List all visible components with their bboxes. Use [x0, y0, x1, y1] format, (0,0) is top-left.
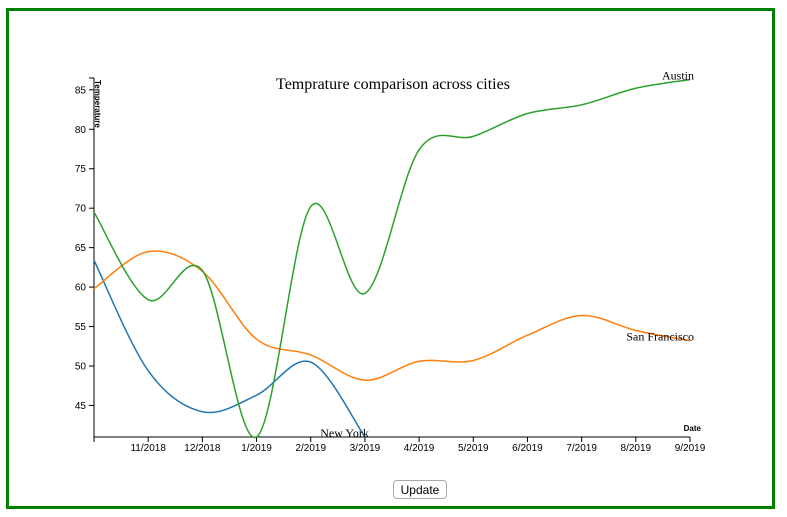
update-button[interactable]: Update	[393, 480, 447, 499]
y-axis-title: Temperature	[93, 80, 102, 128]
series-label-austin: Austin	[662, 69, 694, 83]
y-tick-label: 75	[75, 164, 87, 175]
y-tick-label: 65	[75, 243, 87, 254]
y-tick-label: 70	[75, 204, 87, 215]
series-label-san-francisco: San Francisco	[626, 330, 694, 344]
x-tick-label: 11/2018	[130, 443, 166, 454]
x-tick-label: 3/2019	[350, 443, 381, 454]
chart-title: Temprature comparison across cities	[276, 76, 510, 93]
x-tick-label: 5/2019	[458, 443, 489, 454]
chart-frame	[6, 8, 775, 509]
series-lines	[93, 78, 691, 438]
x-tick-label: 2/2019	[295, 443, 326, 454]
x-tick-label: 12/2018	[184, 443, 221, 454]
x-tick-label: 4/2019	[404, 443, 435, 454]
y-tick-label: 45	[75, 401, 87, 412]
y-tick-label: 85	[75, 85, 87, 96]
x-tick-label: 1/2019	[241, 443, 272, 454]
x-axis: 11/2018 12/2018 1/2019 2/2019 3/2019 4/2019 5/…	[93, 436, 706, 454]
x-tick-label: 6/2019	[512, 443, 543, 454]
y-axis: 45 50 55 60 65 70 75 80 85	[75, 77, 95, 437]
series-line-austin	[93, 78, 691, 438]
y-tick-label: 60	[75, 283, 87, 294]
x-tick-label: 7/2019	[566, 443, 597, 454]
x-tick-label: 9/2019	[675, 443, 706, 454]
x-axis-title: Date	[684, 424, 702, 433]
x-tick-label: 8/2019	[621, 443, 652, 454]
series-labels: New York San Francisco Austin	[320, 69, 694, 440]
y-tick-label: 50	[75, 361, 87, 372]
y-tick-label: 55	[75, 322, 87, 333]
series-label-new-york: New York	[320, 426, 369, 440]
series-line-new-york	[93, 259, 366, 438]
y-tick-label: 80	[75, 125, 87, 136]
